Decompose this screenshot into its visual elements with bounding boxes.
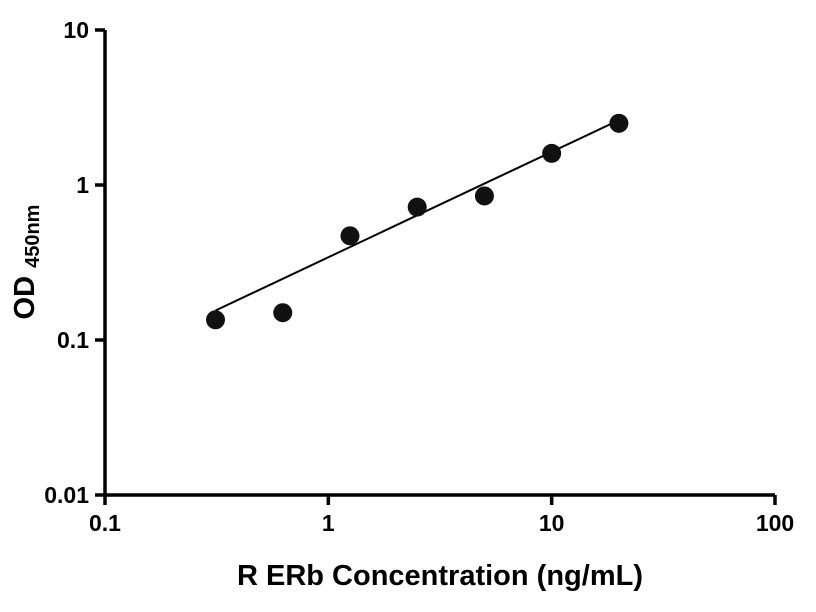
y-axis-title: OD 450nm [9,205,44,320]
y-tick-label: 10 [63,17,89,43]
x-tick-label: 100 [756,510,794,536]
x-tick-label: 0.1 [89,510,121,536]
data-point [340,226,360,246]
x-axis-title: R ERb Concentration (ng/mL) [237,560,643,592]
data-point [206,310,226,330]
data-point [542,143,562,163]
y-axis-title-main: OD [9,276,41,320]
y-tick-label: 0.01 [44,482,89,508]
y-tick-label: 1 [76,172,89,198]
data-point [273,303,293,323]
data-point [407,197,427,217]
x-tick-label: 1 [322,510,335,536]
data-point [609,113,629,133]
x-tick-label: 10 [539,510,565,536]
y-tick-label: 0.1 [57,327,89,353]
y-axis-title-subscript: 450nm [22,205,44,268]
data-point [474,186,494,206]
